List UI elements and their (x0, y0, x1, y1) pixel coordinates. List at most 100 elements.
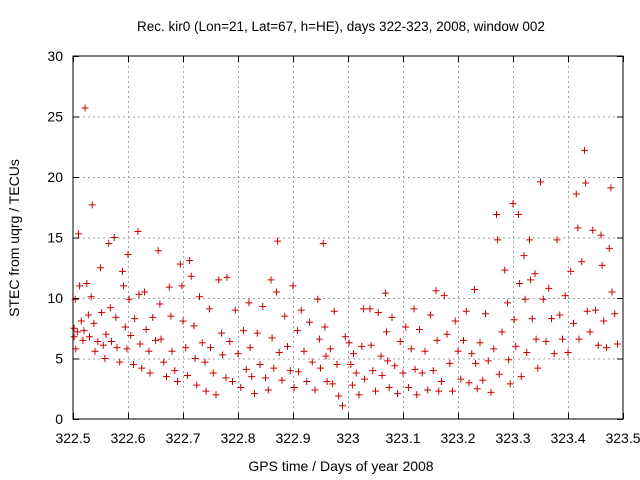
data-point (267, 276, 275, 284)
data-point (156, 300, 164, 308)
data-point (112, 313, 120, 321)
data-point (246, 344, 254, 352)
data-point (97, 264, 104, 272)
x-tick-label: 323.4 (550, 430, 585, 446)
data-point (446, 359, 454, 367)
data-point (73, 328, 81, 336)
data-point (94, 338, 102, 346)
data-point (87, 293, 95, 301)
data-point (99, 341, 107, 349)
data-point (603, 344, 610, 352)
data-point (219, 351, 227, 359)
data-point (611, 310, 619, 318)
data-point (407, 345, 415, 353)
data-point (528, 315, 536, 323)
x-tick-label: 322.6 (110, 430, 145, 446)
data-point (416, 325, 423, 333)
data-point (226, 338, 234, 346)
data-point (281, 312, 289, 320)
data-point (462, 307, 470, 315)
data-point (110, 234, 118, 241)
data-point (187, 272, 195, 280)
data-point (608, 288, 616, 296)
data-point (167, 312, 175, 320)
data-point (131, 315, 139, 323)
data-point (160, 358, 168, 366)
data-point (451, 317, 459, 325)
data-point (504, 299, 511, 307)
data-point (394, 390, 401, 398)
data-point (207, 344, 214, 352)
data-point (361, 375, 368, 383)
data-point (556, 311, 564, 319)
data-point (559, 335, 566, 343)
data-point (234, 350, 242, 358)
data-point (205, 305, 213, 313)
grid (73, 56, 623, 419)
data-point (237, 384, 245, 392)
x-tick-label: 323.1 (385, 430, 420, 446)
data-point (201, 358, 209, 366)
data-point (248, 373, 256, 381)
data-point (70, 333, 78, 341)
data-point (286, 367, 294, 375)
data-point (212, 391, 220, 399)
x-tick-label: 322.8 (220, 430, 255, 446)
data-point (410, 305, 418, 313)
data-point (372, 387, 379, 395)
data-point (119, 267, 126, 275)
data-point (145, 347, 153, 355)
data-point (385, 384, 393, 392)
data-point (440, 292, 448, 300)
data-point (433, 336, 441, 344)
data-point (583, 307, 591, 315)
data-point (597, 231, 605, 239)
data-point (90, 319, 98, 327)
data-point (229, 377, 236, 385)
data-point (479, 376, 487, 384)
data-point (108, 338, 115, 346)
data-point (575, 335, 583, 343)
data-point (435, 387, 443, 395)
data-point (289, 282, 297, 290)
data-point (193, 381, 201, 389)
data-point (493, 211, 500, 219)
data-point (505, 356, 513, 364)
data-point (76, 282, 84, 290)
data-point (494, 236, 502, 244)
data-point (350, 350, 357, 358)
data-point (521, 295, 529, 303)
data-point (539, 295, 547, 303)
data-point (594, 341, 602, 349)
data-point (135, 290, 143, 298)
data-point (171, 367, 179, 375)
data-point (561, 292, 569, 300)
data-point (482, 310, 489, 318)
x-tick-label: 323.3 (495, 430, 530, 446)
data-point (388, 313, 396, 321)
data-point (202, 387, 210, 395)
data-point (121, 323, 129, 331)
data-point (355, 391, 363, 399)
data-point (157, 335, 165, 343)
data-point (600, 317, 608, 325)
data-point (348, 381, 356, 389)
data-point (311, 386, 319, 394)
data-point (141, 288, 148, 296)
data-point (293, 327, 301, 335)
data-point (176, 260, 184, 268)
data-point (553, 236, 561, 244)
data-point (516, 279, 524, 287)
data-point (578, 258, 586, 266)
data-point (383, 328, 390, 336)
data-point (335, 392, 343, 400)
data-point (374, 309, 382, 317)
data-point (218, 329, 225, 337)
data-point (84, 311, 92, 319)
data-point (509, 200, 517, 208)
y-axis-label: STEC from uqrg / TECUs (6, 159, 22, 317)
data-point (542, 338, 550, 346)
data-point (517, 373, 525, 381)
data-point (79, 336, 87, 344)
data-point (245, 299, 253, 307)
